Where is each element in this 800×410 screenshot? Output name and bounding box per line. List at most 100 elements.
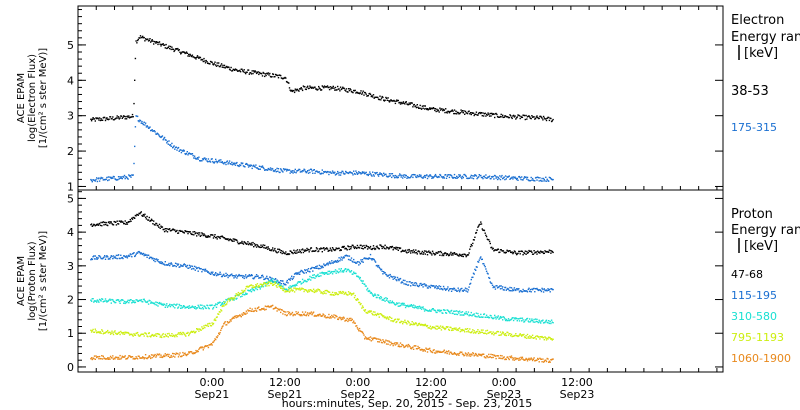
data-point	[296, 252, 298, 254]
data-point	[230, 273, 232, 276]
data-point	[400, 282, 402, 284]
data-point	[293, 91, 296, 94]
data-point	[442, 312, 444, 314]
data-point	[402, 323, 404, 325]
data-point	[226, 303, 228, 305]
data-point	[139, 35, 142, 37]
data-point	[366, 248, 369, 250]
data-point	[155, 355, 158, 357]
data-point	[475, 352, 477, 355]
data-point	[284, 283, 286, 285]
data-point	[320, 89, 323, 91]
data-point	[414, 284, 416, 287]
data-point	[328, 270, 331, 272]
data-point	[415, 282, 417, 284]
data-point	[425, 174, 427, 177]
data-point	[170, 335, 172, 337]
data-point	[288, 287, 291, 290]
data-point	[390, 246, 392, 248]
data-point	[285, 290, 288, 293]
data-point	[222, 325, 224, 327]
data-point	[391, 173, 394, 175]
data-point	[101, 358, 104, 360]
data-point	[334, 270, 336, 273]
data-point	[352, 174, 354, 176]
data-point	[438, 111, 440, 113]
data-point	[104, 300, 106, 302]
data-point	[361, 247, 363, 249]
data-point	[299, 281, 302, 283]
data-point	[524, 359, 526, 361]
data-point	[253, 165, 256, 168]
data-point	[442, 177, 444, 179]
data-point	[276, 279, 278, 281]
data-point	[239, 315, 242, 317]
data-point	[497, 355, 499, 357]
data-point	[207, 161, 209, 163]
data-point	[388, 274, 390, 276]
data-point	[445, 177, 448, 179]
data-point	[125, 301, 127, 303]
data-point	[411, 321, 413, 323]
data-point	[239, 292, 242, 295]
data-point	[379, 313, 381, 315]
data-point	[131, 333, 133, 335]
data-point	[383, 172, 385, 174]
data-point	[142, 298, 145, 301]
data-point	[314, 267, 316, 269]
data-point	[292, 277, 294, 279]
data-point	[360, 303, 362, 305]
data-point	[154, 260, 156, 263]
data-point	[452, 288, 454, 291]
data-point	[146, 256, 148, 258]
data-point	[163, 264, 166, 266]
data-point	[93, 258, 96, 260]
data-point	[244, 312, 246, 314]
data-point	[393, 320, 395, 322]
data-point	[415, 307, 418, 309]
data-point	[432, 285, 434, 287]
data-point	[291, 278, 294, 281]
data-point	[241, 274, 243, 277]
data-point	[195, 330, 197, 333]
data-point	[338, 291, 340, 293]
data-point	[253, 246, 255, 248]
data-point	[147, 254, 150, 256]
data-point	[244, 166, 246, 168]
data-point	[216, 316, 218, 318]
data-point	[164, 261, 166, 263]
data-point	[517, 114, 519, 116]
data-point	[490, 315, 492, 317]
data-point	[169, 356, 171, 359]
data-point	[473, 273, 475, 275]
data-point	[309, 85, 311, 87]
data-point	[480, 112, 483, 114]
data-point	[184, 307, 186, 309]
data-point	[549, 177, 551, 179]
data-point	[204, 327, 206, 329]
data-point	[399, 101, 401, 104]
data-point	[477, 176, 480, 178]
data-point	[536, 318, 538, 321]
data-point	[547, 338, 549, 340]
data-point	[374, 260, 376, 262]
data-point	[485, 113, 488, 116]
data-point	[230, 66, 232, 69]
data-point	[539, 338, 541, 340]
data-point	[215, 272, 217, 274]
data-point	[504, 334, 506, 336]
data-point	[391, 246, 393, 249]
data-point	[277, 248, 279, 250]
data-point	[238, 315, 240, 317]
data-point	[122, 299, 124, 301]
data-point	[365, 337, 367, 339]
data-point	[522, 179, 524, 181]
data-point	[99, 331, 102, 333]
data-point	[170, 262, 172, 264]
data-point	[416, 306, 418, 308]
data-point	[227, 298, 229, 301]
data-point	[326, 247, 328, 249]
data-point	[212, 237, 215, 239]
data-point	[209, 234, 212, 236]
data-point	[512, 357, 515, 359]
